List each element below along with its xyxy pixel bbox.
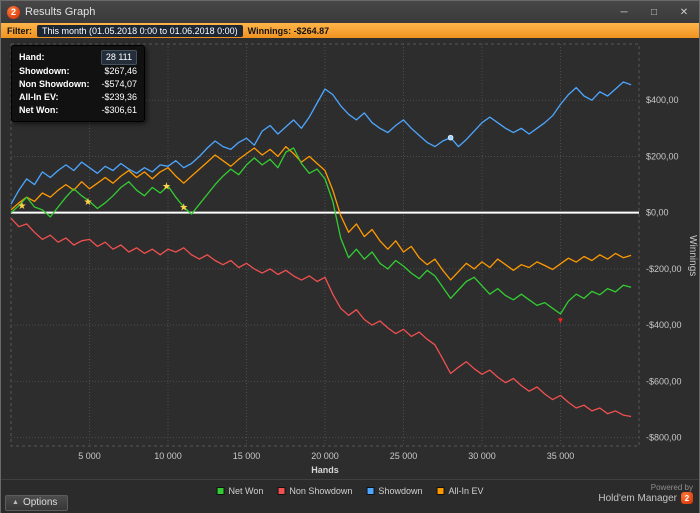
- x-tick-label: 10 000: [154, 451, 182, 461]
- tooltip-label: Net Won:: [19, 105, 59, 115]
- legend-swatch-icon: [366, 487, 375, 495]
- results-graph-chart[interactable]: 5 000 10 000 15 000 20 000 25 000 30 000 35 00…: [1, 38, 700, 479]
- series-line-all-in-ev: [10, 145, 632, 281]
- star-marker[interactable]: ★: [179, 203, 188, 214]
- legend-label: Showdown: [378, 486, 423, 496]
- brand-row: Hold'em Manager 2: [598, 492, 693, 504]
- powered-by-text: Powered by: [650, 483, 693, 492]
- legend-label: Non Showdown: [289, 486, 353, 496]
- series-line-showdown: [10, 81, 632, 205]
- y-tick-label: $400,00: [646, 95, 679, 105]
- legend-swatch-icon: [436, 487, 445, 495]
- filter-winnings: Winnings: -$264.87: [247, 25, 330, 36]
- title-bar: 2 Results Graph ─ □ ✕: [1, 1, 699, 23]
- tooltip-label: Showdown:: [19, 66, 70, 76]
- maximize-button[interactable]: □: [650, 6, 658, 18]
- y-tick-label: -$400,00: [646, 320, 682, 330]
- x-tick-label: 25 000: [390, 451, 418, 461]
- y-tick-label: $0,00: [646, 208, 669, 218]
- x-tick-label: 5 000: [78, 451, 101, 461]
- x-tick-label: 30 000: [468, 451, 496, 461]
- tooltip-value: -$239,36: [101, 92, 138, 102]
- close-button[interactable]: ✕: [679, 6, 689, 18]
- x-tick-label: 15 000: [233, 451, 261, 461]
- filter-label: Filter:: [7, 25, 33, 36]
- filter-range-chip[interactable]: This month (01.05.2018 0:00 to 01.06.201…: [37, 24, 243, 37]
- y-tick-label: $200,00: [646, 151, 679, 161]
- tooltip-row-hand: Hand: 28 111: [19, 50, 138, 65]
- star-marker[interactable]: ★: [162, 181, 171, 192]
- star-marker[interactable]: ★: [18, 201, 27, 212]
- legend-label: Net Won: [228, 486, 264, 496]
- y-tick-label: -$200,00: [646, 264, 682, 274]
- powered-by-block: Powered by Hold'em Manager 2: [598, 483, 693, 504]
- legend-swatch-icon: [216, 487, 225, 495]
- brand-logo-icon: 2: [681, 492, 693, 504]
- window-controls: ─ □ ✕: [609, 1, 699, 23]
- options-button-label: Options: [22, 497, 58, 508]
- tooltip-value: 28 111: [100, 50, 138, 65]
- legend-label: All-In EV: [448, 486, 484, 496]
- chart-legend: Net Won Non Showdown Showdown All-In EV: [216, 486, 483, 496]
- tooltip-row-net-won: Net Won: -$306,61: [19, 104, 137, 117]
- chart-area: 5 000 10 000 15 000 20 000 25 000 30 000 35 00…: [1, 38, 699, 479]
- tooltip-row-non-showdown: Non Showdown: -$574,07: [19, 78, 137, 91]
- series-line-non-showdown: [10, 217, 632, 418]
- y-axis-title: Winnings: [687, 234, 698, 276]
- brand-name: Hold'em Manager: [598, 492, 677, 504]
- legend-item-all-in-ev[interactable]: All-In EV: [436, 486, 483, 496]
- options-button[interactable]: ▲ Options: [5, 495, 69, 511]
- window-title: Results Graph: [25, 6, 96, 18]
- legend-swatch-icon: [277, 487, 286, 495]
- tooltip-row-all-in-ev: All-In EV: -$239,36: [19, 91, 137, 104]
- y-tick-label: -$600,00: [646, 376, 682, 386]
- hover-dot-marker: [447, 134, 454, 141]
- tooltip-value: $267,46: [104, 66, 138, 76]
- x-tick-label: 35 000: [547, 451, 575, 461]
- legend-item-net-won[interactable]: Net Won: [216, 486, 264, 496]
- tooltip-row-showdown: Showdown: $267,46: [19, 65, 137, 78]
- star-marker[interactable]: ★: [83, 197, 92, 208]
- down-arrow-marker[interactable]: ▼: [557, 316, 565, 325]
- series-line-net-won: [10, 147, 632, 315]
- bottom-bar: Net Won Non Showdown Showdown All-In EV ▲ O…: [1, 479, 699, 513]
- app-icon: 2: [7, 5, 20, 19]
- tooltip-label: Hand:: [19, 52, 45, 62]
- x-tick-label: 20 000: [311, 451, 339, 461]
- minimize-button[interactable]: ─: [620, 6, 628, 18]
- y-tick-label: -$800,00: [646, 433, 682, 443]
- legend-item-non-showdown[interactable]: Non Showdown: [277, 486, 352, 496]
- x-axis-title: Hands: [311, 465, 339, 475]
- arrow-up-icon: ▲: [12, 499, 19, 506]
- tooltip-label: All-In EV:: [19, 92, 59, 102]
- filter-bar: Filter: This month (01.05.2018 0:00 to 0…: [1, 23, 699, 38]
- tooltip-value: -$306,61: [101, 105, 138, 115]
- legend-item-showdown[interactable]: Showdown: [366, 486, 422, 496]
- hand-tooltip: Hand: 28 111 Showdown: $267,46 Non Showdown:…: [11, 45, 146, 122]
- tooltip-label: Non Showdown:: [19, 79, 90, 89]
- tooltip-value: -$574,07: [101, 79, 138, 89]
